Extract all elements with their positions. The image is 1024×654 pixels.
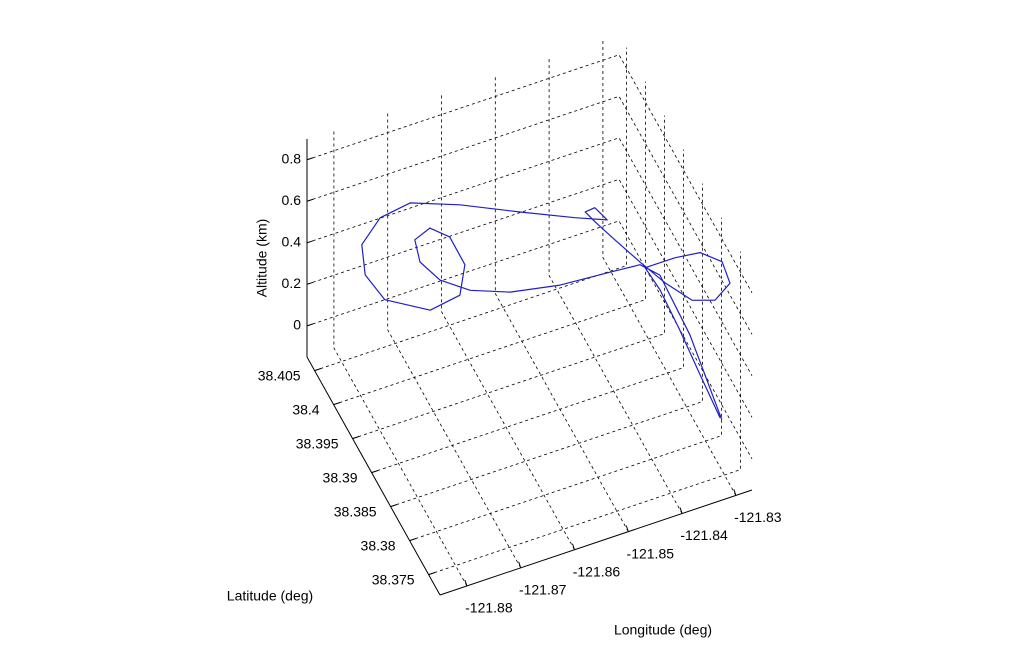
grid-line (333, 81, 646, 405)
z-tick (306, 281, 314, 285)
z-tick-label: 0 (293, 317, 301, 333)
x-tick-label: -121.85 (627, 545, 675, 561)
x-axis-label: Longitude (deg) (614, 622, 712, 638)
z-tick-label: 0.8 (282, 150, 302, 166)
grid-line (548, 57, 683, 514)
z-tick (306, 198, 314, 202)
y-axis-label: Latitude (deg) (227, 588, 313, 604)
z-tick-label: 0.6 (282, 192, 302, 208)
x-tick (464, 579, 468, 587)
y-tick-label: 38.38 (361, 537, 396, 553)
grid-line (306, 220, 753, 460)
y-tick (352, 436, 359, 440)
grid-line (333, 129, 468, 587)
grid-line (387, 111, 522, 568)
y-tick-label: 38.375 (372, 571, 415, 587)
x-tick (572, 543, 575, 550)
grid-line (371, 149, 684, 473)
z-tick-label: 0.2 (282, 275, 302, 291)
flight-path (361, 202, 731, 420)
x-tick-label: -121.88 (465, 600, 513, 616)
grid-line (306, 137, 753, 376)
grid-line (314, 47, 627, 371)
grid-line (306, 95, 753, 335)
y-tick (371, 470, 378, 474)
grid-line (602, 39, 737, 496)
z-axis-label: Altitude (km) (254, 219, 270, 298)
x-axis-line (439, 489, 753, 596)
grid-line (428, 251, 741, 575)
x-tick-label: -121.83 (734, 509, 782, 525)
grid-line (352, 115, 665, 439)
z-tick (306, 240, 314, 244)
y-axis-line (306, 356, 441, 596)
y-tick-label: 38.405 (258, 367, 301, 383)
z-tick (306, 157, 314, 161)
x-tick (625, 525, 629, 532)
y-tick (428, 572, 435, 576)
y-tick-label: 38.39 (323, 469, 358, 485)
y-tick-label: 38.385 (334, 503, 377, 519)
grid-line (409, 217, 722, 541)
x-tick-label: -121.87 (519, 582, 567, 598)
y-tick (390, 504, 397, 508)
grid-line (306, 54, 753, 293)
x-tick-label: -121.86 (573, 563, 621, 579)
grid-line (390, 183, 703, 507)
grid-line (494, 75, 629, 532)
x-tick (733, 489, 737, 496)
x-tick-label: -121.84 (680, 527, 728, 543)
y-tick (409, 538, 416, 542)
y-tick-label: 38.4 (292, 401, 319, 417)
x-tick (518, 561, 522, 569)
z-tick-label: 0.4 (282, 234, 302, 250)
y-tick (314, 368, 321, 372)
grid-line (306, 178, 753, 418)
y-tick (333, 402, 340, 406)
z-tick (306, 323, 314, 327)
grid-line (441, 93, 575, 550)
x-tick (679, 507, 683, 514)
y-tick-label: 38.395 (296, 435, 339, 451)
